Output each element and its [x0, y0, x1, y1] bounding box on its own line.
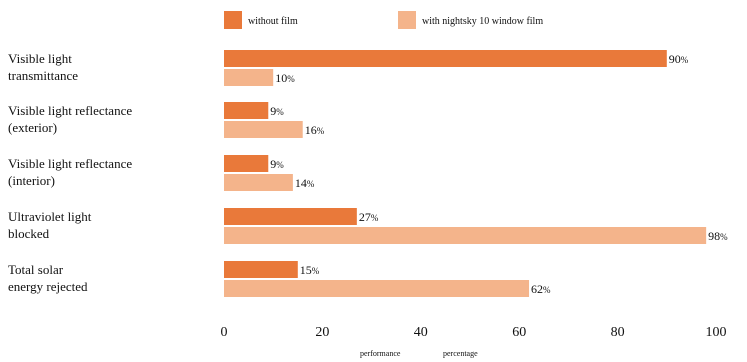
value-label-without-film-4: 27% — [359, 210, 379, 224]
bar-with-film-2 — [224, 121, 303, 138]
value-label-with-film-3: 14% — [295, 176, 315, 190]
bar-with-film-4 — [224, 227, 707, 244]
x-axis-label-part-2: percentage — [443, 349, 478, 358]
x-tick-label-40: 40 — [414, 325, 428, 340]
x-tick-label-100: 100 — [706, 325, 727, 340]
category-label-4-line-2: blocked — [8, 226, 50, 241]
bar-without-film-4 — [224, 208, 357, 225]
x-tick-label-80: 80 — [611, 325, 625, 340]
category-label-3-line-2: (interior) — [8, 173, 55, 188]
category-label-1-line-1: Visible light — [8, 51, 72, 66]
category-label-5-line-2: energy rejected — [8, 279, 88, 294]
legend-label-2: with nightsky 10 window film — [422, 16, 543, 27]
legend-swatch-2 — [398, 11, 416, 29]
category-label-1-line-2: transmittance — [8, 68, 78, 83]
bar-with-film-1 — [224, 69, 274, 86]
value-label-with-film-1: 10% — [275, 71, 295, 85]
legend-swatch-1 — [224, 11, 242, 29]
value-label-with-film-5: 62% — [531, 282, 551, 296]
category-label-2-line-2: (exterior) — [8, 120, 57, 135]
legend-label-1: without film — [248, 16, 298, 27]
x-tick-label-0: 0 — [221, 325, 228, 340]
category-label-2-line-1: Visible light reflectance — [8, 103, 132, 118]
value-label-without-film-2: 9% — [270, 104, 284, 118]
value-label-without-film-3: 9% — [270, 157, 284, 171]
x-axis-label-part-1: performance — [360, 349, 401, 358]
category-label-3-line-1: Visible light reflectance — [8, 156, 132, 171]
bar-without-film-3 — [224, 155, 269, 172]
x-tick-label-20: 20 — [315, 325, 329, 340]
bar-without-film-1 — [224, 50, 667, 67]
bar-with-film-3 — [224, 174, 293, 191]
value-label-without-film-5: 15% — [300, 263, 320, 277]
value-label-with-film-4: 98% — [708, 229, 728, 243]
category-label-4-line-1: Ultraviolet light — [8, 209, 92, 224]
bar-without-film-2 — [224, 102, 269, 119]
x-tick-label-60: 60 — [512, 325, 526, 340]
value-label-without-film-1: 90% — [669, 52, 689, 66]
bar-with-film-5 — [224, 280, 530, 297]
value-label-with-film-2: 16% — [305, 123, 325, 137]
bar-without-film-5 — [224, 261, 298, 278]
category-label-5-line-1: Total solar — [8, 262, 64, 277]
